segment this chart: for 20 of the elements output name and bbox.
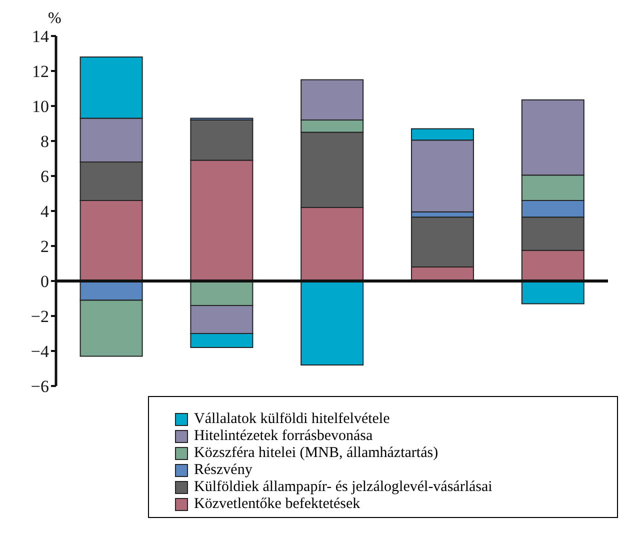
y-tick-label: −6 [30, 377, 49, 396]
bar [300, 280, 364, 366]
y-tick-label: −2 [30, 307, 49, 326]
legend-label: Közvetlentőke befektetések [194, 496, 360, 513]
y-tick-label: 4 [40, 202, 50, 222]
y-tick-label: 0 [40, 272, 49, 292]
legend-label: Hitelintézetek forrásbevonása [194, 428, 373, 445]
y-tick-label: 6 [40, 167, 49, 186]
bar [521, 280, 584, 304]
y-axis-title: % [48, 10, 62, 28]
y-tick-label: 10 [32, 97, 49, 116]
y-tick-label: 8 [40, 132, 49, 152]
legend-label: Közszféra hitelei (MNB, államháztartás) [194, 445, 438, 462]
y-tick-label: 14 [32, 27, 50, 46]
legend-label: Külföldiek állampapír- és jelzáloglevél-vásárlásai [194, 479, 492, 496]
y-tick-label: 2 [40, 237, 49, 256]
y-tick-label: −4 [30, 342, 50, 362]
legend-label: Vállalatok külföldi hitelfelvétele [194, 411, 390, 428]
legend-label: Részvény [194, 462, 252, 479]
y-tick-label: 12 [32, 62, 49, 82]
